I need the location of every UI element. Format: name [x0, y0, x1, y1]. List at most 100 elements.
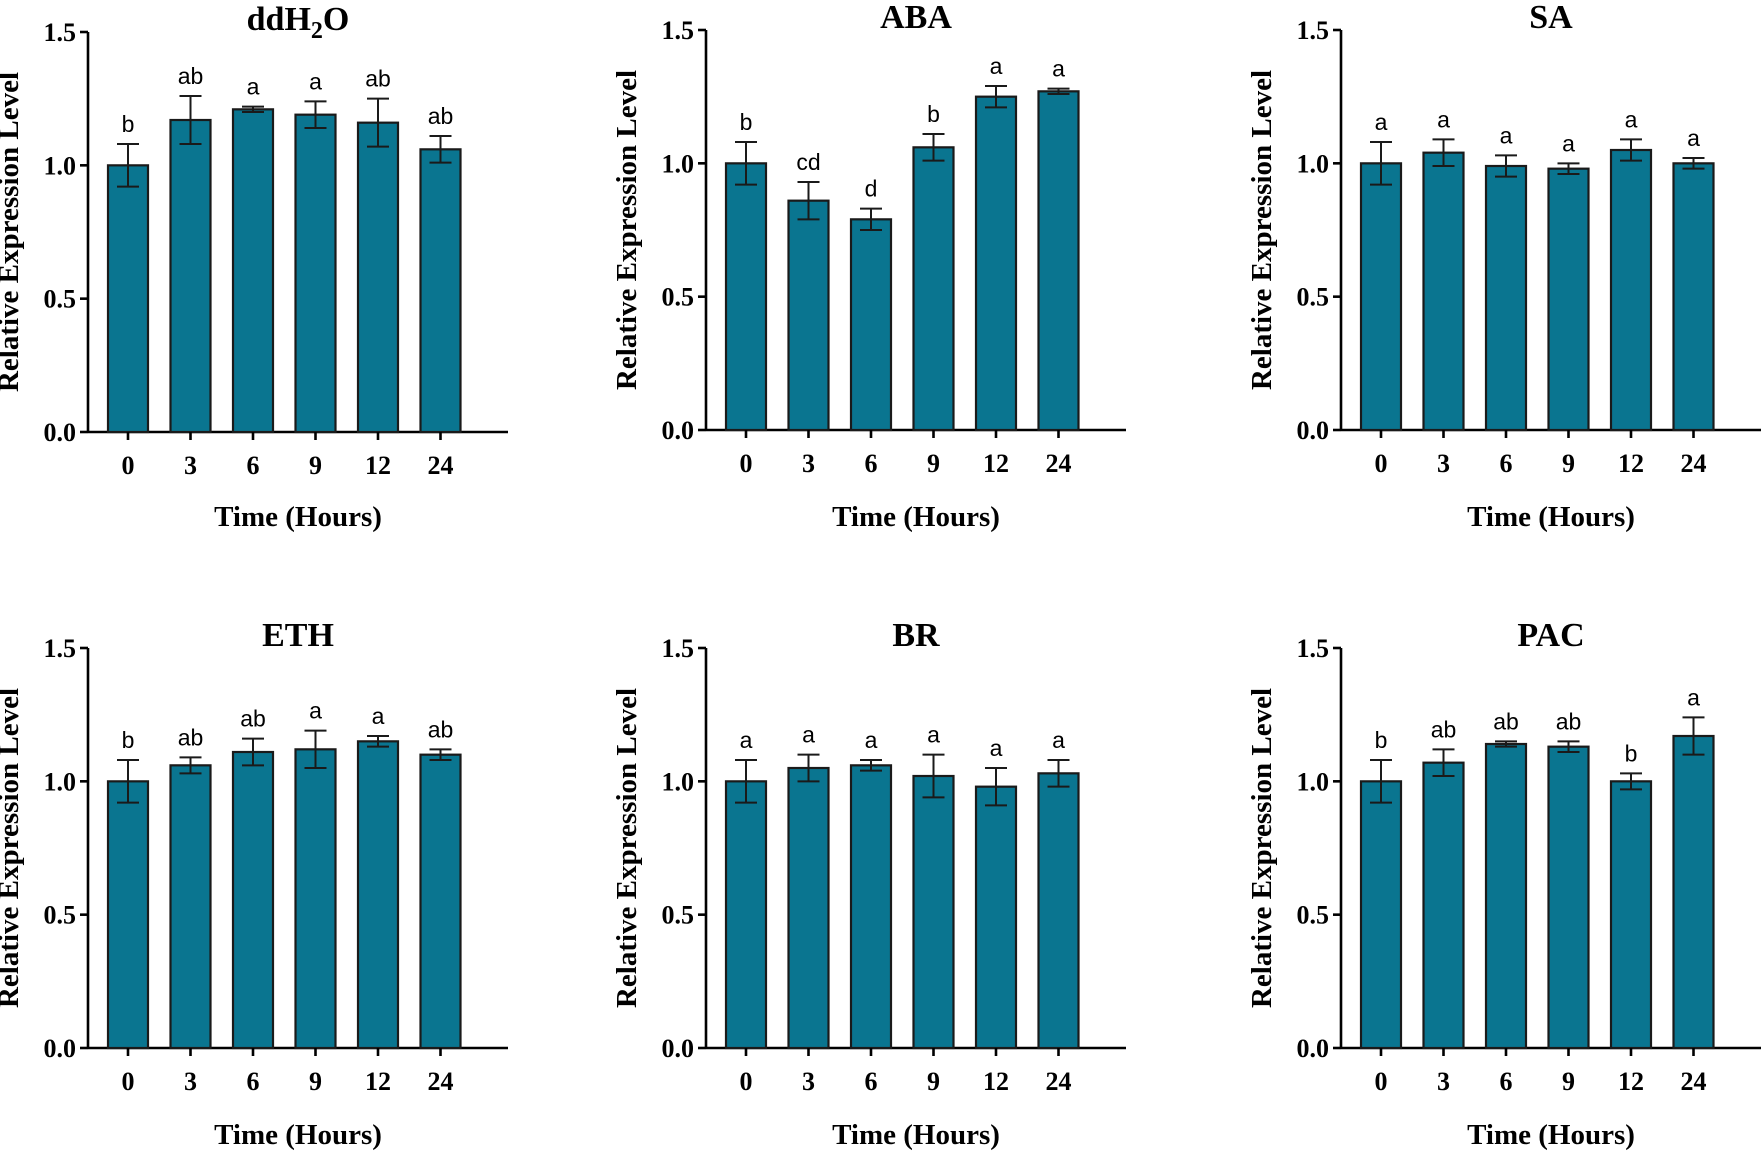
x-tick-label: 0 [740, 1067, 753, 1096]
significance-letter: a [865, 727, 878, 753]
bar [912, 146, 955, 432]
bar [849, 218, 893, 432]
y-axis-label: Relative Expression Level [611, 70, 643, 390]
x-axis-label: Time (Hours) [214, 501, 382, 533]
significance-letter: cd [796, 149, 820, 175]
x-tick-label: 12 [983, 1067, 1009, 1096]
x-tick-label: 12 [1618, 1067, 1644, 1096]
x-tick-label: 12 [1618, 449, 1644, 478]
significance-letter: d [865, 176, 878, 202]
significance-letter: ab [178, 724, 204, 750]
panel-br: BR 0.0 0.5 1.0 1.5 a 0 a 3 a 6 a 9 a 12 a 24 Relative E… [611, 617, 1126, 1151]
panel-sa: SA 0.0 0.5 1.0 1.5 a 0 a 3 a 6 a 9 a 12 a 24 Relative E… [1246, 0, 1761, 533]
significance-letter: b [1375, 727, 1388, 753]
x-tick-label: 0 [122, 451, 135, 480]
x-tick-label: 6 [865, 1067, 878, 1096]
significance-letter: ab [428, 716, 454, 742]
significance-letter: ab [365, 66, 391, 92]
y-tick-label: 0.5 [662, 901, 695, 930]
bar [106, 780, 150, 1050]
x-tick-label: 9 [309, 1067, 322, 1096]
bar [849, 764, 893, 1050]
x-tick-label: 12 [983, 449, 1009, 478]
x-tick-label: 24 [1681, 449, 1707, 478]
bar [419, 148, 462, 434]
significance-letter: a [990, 735, 1003, 761]
x-tick-label: 9 [927, 449, 940, 478]
x-tick-label: 9 [1562, 449, 1575, 478]
significance-letter: a [1375, 109, 1388, 135]
y-tick-label: 1.0 [662, 767, 695, 796]
panel-eth: ETH 0.0 0.5 1.0 1.5 b 0 ab 3 ab 6 a 9 a 12 ab 24 Relati… [0, 617, 508, 1151]
significance-letter: b [1625, 740, 1638, 766]
bar [294, 113, 337, 434]
x-tick-label: 3 [802, 449, 815, 478]
y-tick-label: 0.0 [662, 1034, 695, 1063]
y-tick-label: 0.5 [662, 283, 695, 312]
bar [1672, 734, 1715, 1050]
y-axis-label: Relative Expression Level [1246, 688, 1278, 1008]
significance-letter: a [1052, 727, 1065, 753]
y-axis-label: Relative Expression Level [0, 688, 25, 1008]
chart-title: BR [892, 617, 940, 654]
significance-letter: ab [428, 103, 454, 129]
plot-area: 0.0 0.5 1.0 1.5 b 0 ab 3 ab 6 ab 9 b 12 a 24 [1297, 634, 1761, 1096]
panel-aba: ABA 0.0 0.5 1.0 1.5 b 0 cd 3 d 6 b 9 a 12 a 24 Relative… [611, 0, 1126, 533]
significance-letter: a [1625, 106, 1638, 132]
bar [294, 748, 337, 1050]
bar [787, 199, 830, 432]
significance-letter: b [122, 727, 135, 753]
bar [169, 764, 212, 1050]
significance-letter: a [309, 698, 322, 724]
significance-letter: a [990, 53, 1003, 79]
x-tick-label: 3 [1437, 449, 1450, 478]
panel-pac: PAC 0.0 0.5 1.0 1.5 b 0 ab 3 ab 6 ab 9 b 12 a 24 Relati… [1246, 617, 1761, 1151]
x-tick-label: 12 [365, 451, 391, 480]
x-tick-label: 0 [1375, 1067, 1388, 1096]
x-tick-label: 24 [428, 1067, 454, 1096]
plot-area: 0.0 0.5 1.0 1.5 b 0 cd 3 d 6 b 9 a 12 a 24 [662, 16, 1126, 478]
x-tick-label: 6 [247, 451, 260, 480]
x-tick-label: 6 [1500, 449, 1513, 478]
y-axis-label: Relative Expression Level [1246, 70, 1278, 390]
y-tick-label: 1.0 [1297, 149, 1330, 178]
x-tick-label: 0 [1375, 449, 1388, 478]
x-axis-label: Time (Hours) [214, 1119, 382, 1151]
y-axis-label: Relative Expression Level [0, 72, 25, 392]
bar [1609, 148, 1653, 432]
bar [1484, 742, 1528, 1050]
y-tick-label: 0.0 [662, 416, 695, 445]
bar [1422, 761, 1465, 1050]
x-axis-label: Time (Hours) [1467, 1119, 1635, 1151]
significance-letter: a [1437, 106, 1450, 132]
bar [1422, 151, 1465, 432]
bar [1037, 772, 1080, 1050]
y-tick-label: 1.5 [662, 16, 695, 45]
significance-letter: ab [1493, 708, 1519, 734]
chart-title: ddH2O [247, 1, 350, 44]
x-tick-label: 6 [1500, 1067, 1513, 1096]
significance-letter: b [740, 109, 753, 135]
x-tick-label: 24 [428, 451, 454, 480]
y-tick-label: 0.5 [1297, 901, 1330, 930]
significance-letter: b [927, 101, 940, 127]
significance-letter: a [1500, 122, 1513, 148]
bar [231, 108, 275, 434]
significance-letter: a [1687, 125, 1700, 151]
x-tick-label: 24 [1046, 449, 1072, 478]
x-tick-label: 0 [122, 1067, 135, 1096]
x-tick-label: 3 [1437, 1067, 1450, 1096]
x-tick-label: 3 [802, 1067, 815, 1096]
x-tick-label: 6 [247, 1067, 260, 1096]
bar [724, 162, 768, 432]
y-tick-label: 0.0 [44, 418, 77, 447]
y-tick-label: 1.0 [44, 767, 77, 796]
chart-title: SA [1529, 0, 1573, 36]
bar [231, 750, 275, 1050]
y-tick-label: 1.0 [662, 149, 695, 178]
significance-letter: ab [240, 706, 266, 732]
y-tick-label: 1.0 [44, 151, 77, 180]
bar [1609, 780, 1653, 1050]
plot-area: 0.0 0.5 1.0 1.5 a 0 a 3 a 6 a 9 a 12 a 24 [662, 634, 1126, 1096]
significance-letter: a [740, 727, 753, 753]
